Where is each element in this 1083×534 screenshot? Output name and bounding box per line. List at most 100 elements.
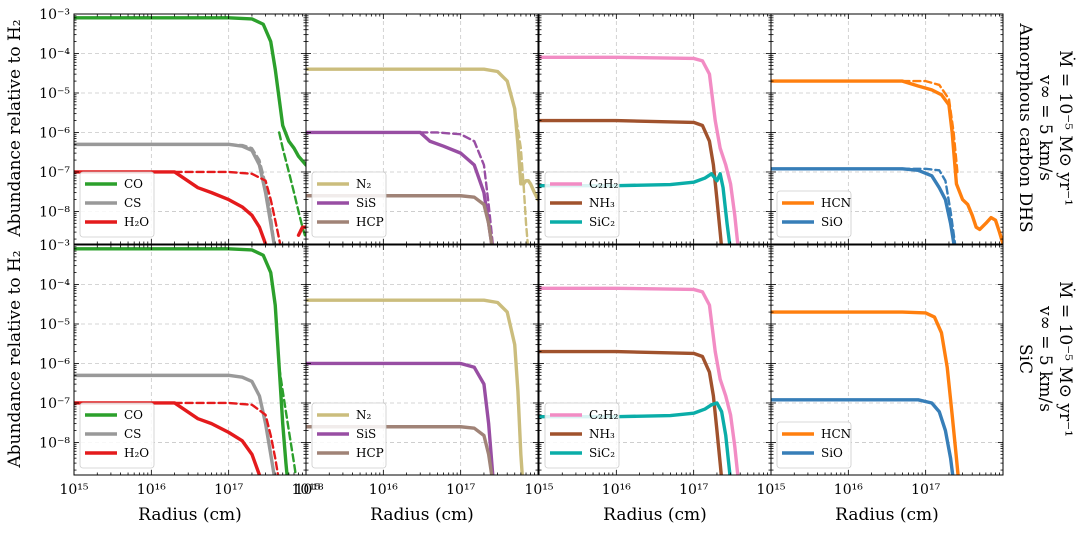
row-label-2-line-3: SiC <box>1015 344 1035 374</box>
y-tick-label: 10⁻⁶ <box>39 125 70 141</box>
x-axis-label-1: Radius (cm) <box>138 505 242 525</box>
x-axis-label-3: Radius (cm) <box>603 505 707 525</box>
row-label-1: Ṁ = 10⁻⁵ M⊙ yr⁻¹ v∞ = 5 km/s Amorphous c… <box>1015 22 1076 232</box>
y-tick-label: 10⁻⁵ <box>39 86 70 102</box>
series-sio-dashed-r1-c4 <box>901 167 957 244</box>
series-cs-solid-r2-c1 <box>74 373 276 475</box>
series-co-solid-r1-c1 <box>74 16 306 167</box>
y-tick-label: 10⁻⁴ <box>39 277 70 293</box>
legend-label-nh3: NH₃ <box>589 427 615 441</box>
series-group-r1-c4 <box>771 79 1003 244</box>
x-axis-label-4: Radius (cm) <box>835 505 939 525</box>
panel-r1-c2: N₂ SiS HCP <box>305 13 539 245</box>
x-tick-label: 10¹⁵ <box>524 482 553 498</box>
row-label-2: Ṁ = 10⁻⁵ M⊙ yr⁻¹ v∞ = 5 km/s SiC <box>1015 281 1076 437</box>
legend-label-hcn: HCN <box>821 427 851 441</box>
legend-r2-c4: HCN SiO <box>776 421 852 469</box>
panel-r2-c3: 10¹⁵ 10¹⁶ 10¹⁷ C₂H₂ NH₃ SiC₂ <box>524 244 772 498</box>
panel-r2-c2: 10¹⁵ 10¹⁶ 10¹⁷ N₂ SiS HCP <box>291 244 539 498</box>
series-cs-solid-r1-c1 <box>74 142 276 244</box>
axes-frame-r2-c2 <box>305 244 539 476</box>
series-group-r1-c2 <box>306 67 538 244</box>
legend-label-co: CO <box>124 177 143 191</box>
legend-label-sis: SiS <box>356 196 376 210</box>
series-n2-solid-r1-c2 <box>521 179 538 202</box>
legend-label-sic2: SiC₂ <box>589 446 615 460</box>
legend-label-h2o: H₂O <box>124 446 149 460</box>
y-tick-label: 10⁻⁶ <box>39 356 70 372</box>
y-tick-label: 10⁻⁸ <box>39 204 70 220</box>
y-tick-label: 10⁻⁵ <box>39 317 70 333</box>
series-c2h2-solid-r2-c3 <box>539 286 740 475</box>
legend-label-sio: SiO <box>821 215 843 229</box>
series-co-dashed-r1-c1 <box>277 131 306 241</box>
y-tick-label: 10⁻³ <box>39 238 70 254</box>
y-tick-label: 10⁻⁷ <box>39 165 70 181</box>
x-tick-label: 10¹⁷ <box>679 482 708 498</box>
legend-label-n2: N₂ <box>356 408 372 422</box>
legend-label-sis: SiS <box>356 427 376 441</box>
panel-r2-c4: 10¹⁵ 10¹⁶ 10¹⁷ HCN SiO <box>756 244 1004 498</box>
legend-label-c2h2: C₂H₂ <box>589 408 618 422</box>
panel-r1-c4: HCN SiO <box>770 13 1004 245</box>
legend-label-co: CO <box>124 408 143 422</box>
series-co-dashed-r2-c1 <box>277 366 297 475</box>
legend-r2-c2: N₂ SiS HCP <box>311 402 387 469</box>
x-tick-label: 10¹⁶ <box>137 482 166 498</box>
legend-r1-c2: N₂ SiS HCP <box>311 171 387 238</box>
legend-label-hcp: HCP <box>356 215 384 229</box>
legend-r2-c3: C₂H₂ NH₃ SiC₂ <box>544 402 620 469</box>
axes-frame-r1-c4 <box>770 13 1004 245</box>
legend-label-nh3: NH₃ <box>589 196 615 210</box>
panel-r2-c1: 10⁻³ 10⁻⁴ 10⁻⁵ 10⁻⁶ 10⁻⁷ 10⁻⁸ 10¹⁵ 10¹⁶ 10¹⁷ CO CS… <box>39 238 307 498</box>
legend-label-h2o: H₂O <box>124 215 149 229</box>
legend-label-hcn: HCN <box>821 196 851 210</box>
x-tick-label: 10¹⁶ <box>369 482 398 498</box>
panels-group: 10⁻³ 10⁻⁴ 10⁻⁵ 10⁻⁶ 10⁻⁷ 10⁻⁸ CO CS H₂O N₂ SiS HCP C… <box>39 7 1004 498</box>
legend-r2-c1: CO CS H₂O <box>79 402 155 469</box>
series-group-r2-c2 <box>306 298 524 475</box>
x-tick-label: 10¹⁷ <box>214 482 243 498</box>
panel-r1-c1: 10⁻³ 10⁻⁴ 10⁻⁵ 10⁻⁶ 10⁻⁷ 10⁻⁸ CO CS H₂O <box>39 7 307 245</box>
x-tick-label: 10¹⁶ <box>602 482 631 498</box>
x-tick-label: 10¹⁶ <box>834 482 863 498</box>
series-h2o-dashed-r2-c1 <box>173 401 280 475</box>
series-sic2-solid-r1-c3 <box>539 172 732 244</box>
row-label-2-line-1: Ṁ = 10⁻⁵ M⊙ yr⁻¹ <box>1055 281 1076 437</box>
y-tick-label: 10⁻⁴ <box>39 46 70 62</box>
legend-label-c2h2: C₂H₂ <box>589 177 618 191</box>
series-n2-dashed-r1-c2 <box>513 107 529 244</box>
series-group-r1-c1 <box>74 16 306 244</box>
series-n2-solid-r1-c2 <box>306 67 526 186</box>
series-group-r2-c4 <box>771 310 960 475</box>
x-axis-label-2: Radius (cm) <box>370 505 474 525</box>
y-tick-label: 10⁻⁸ <box>39 435 70 451</box>
legend-label-cs: CS <box>124 427 141 441</box>
series-hcn-dashed-r1-c4 <box>901 79 959 177</box>
row-label-1-line-1: Ṁ = 10⁻⁵ M⊙ yr⁻¹ <box>1055 50 1076 206</box>
series-group-r2-c1 <box>74 247 297 475</box>
y-axis-label-row-2: Abundance relative to H₂ <box>5 250 25 468</box>
series-hcp-solid-r1-c2 <box>306 194 494 244</box>
legend-label-n2: N₂ <box>356 177 372 191</box>
x-tick-label: 10¹⁵ <box>756 482 785 498</box>
series-sic2-solid-r2-c3 <box>539 401 732 475</box>
series-cs-dashed-r1-c1 <box>227 143 276 244</box>
y-tick-label: 10⁻³ <box>39 7 70 23</box>
x-tick-label: 10¹⁷ <box>911 482 940 498</box>
legend-r1-c4: HCN SiO <box>776 190 852 238</box>
series-hcn-solid-r2-c4 <box>771 310 960 475</box>
row-label-2-line-2: v∞ = 5 km/s <box>1035 305 1055 412</box>
series-sio-solid-r2-c4 <box>771 398 955 475</box>
series-h2o-solid-r2-c1 <box>74 401 262 475</box>
x-tick-label-last: 10¹⁸ <box>294 482 323 498</box>
series-h2o-dashed-r1-c1 <box>173 170 282 244</box>
axes-frame-r2-c4 <box>770 244 1004 476</box>
series-group-r1-c3 <box>539 55 740 244</box>
y-axis-label-row-1: Abundance relative to H₂ <box>5 19 25 237</box>
legend-r1-c1: CO CS H₂O <box>79 171 155 238</box>
series-h2o-solid-r1-c1 <box>74 170 268 244</box>
series-nh3-solid-r1-c3 <box>539 118 723 244</box>
legend-r1-c3: C₂H₂ NH₃ SiC₂ <box>544 171 620 238</box>
x-tick-label: 10¹⁷ <box>446 482 475 498</box>
